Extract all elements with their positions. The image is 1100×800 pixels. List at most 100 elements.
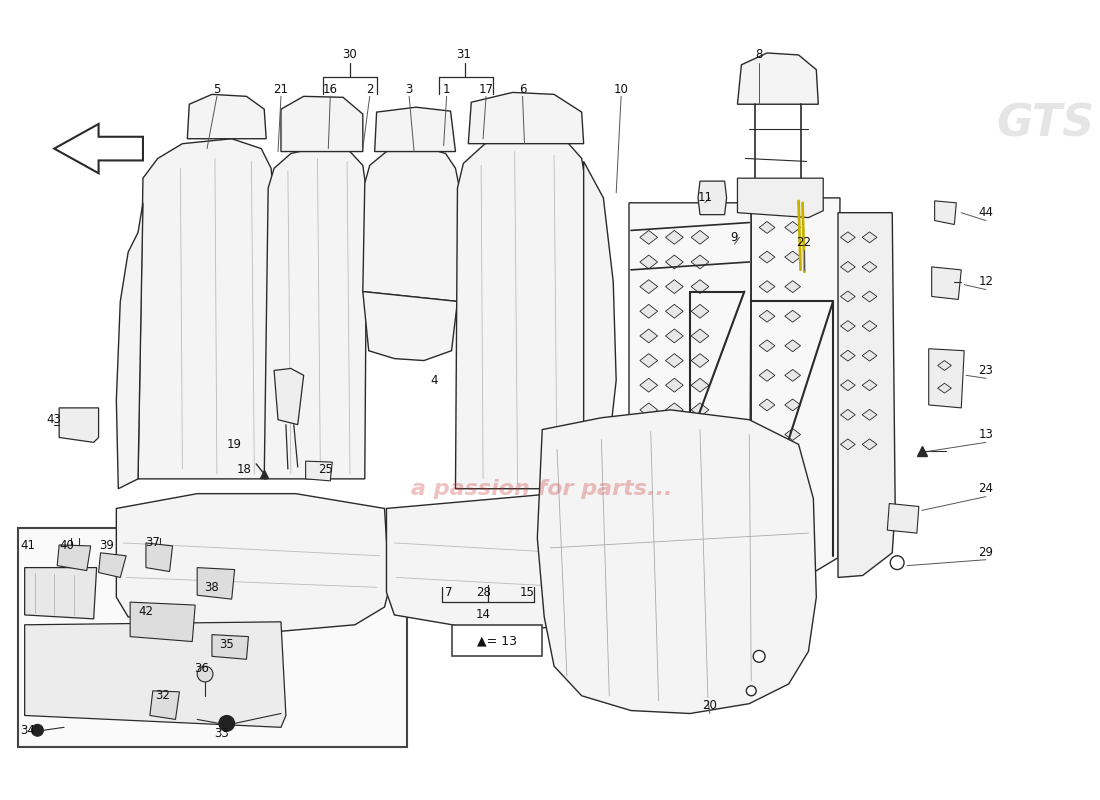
Polygon shape [280,96,363,151]
Text: 32: 32 [155,690,170,702]
Text: 5: 5 [213,83,221,96]
Polygon shape [759,488,774,499]
Text: 1: 1 [443,83,450,96]
Polygon shape [666,354,683,367]
Text: GTS: GTS [996,102,1094,146]
Polygon shape [691,403,708,417]
Polygon shape [862,321,877,331]
Text: a passion for parts...: a passion for parts... [411,478,673,498]
Polygon shape [666,452,683,466]
Text: 28: 28 [475,586,491,598]
Polygon shape [640,428,658,442]
Polygon shape [666,230,683,244]
Polygon shape [784,251,801,263]
Text: 35: 35 [219,638,234,651]
Polygon shape [784,488,801,499]
Text: 40: 40 [59,539,75,553]
Polygon shape [146,543,173,571]
Text: 43: 43 [47,414,62,426]
Polygon shape [838,213,895,578]
Polygon shape [640,329,658,343]
Text: 12: 12 [978,275,993,288]
Text: 11: 11 [697,191,713,204]
Polygon shape [840,291,856,302]
Circle shape [197,666,213,682]
Polygon shape [840,262,856,272]
Polygon shape [640,526,658,540]
Polygon shape [666,403,683,417]
Text: 9: 9 [730,231,738,244]
Polygon shape [691,452,708,466]
Polygon shape [932,267,961,299]
Polygon shape [691,428,708,442]
Polygon shape [691,230,708,244]
Polygon shape [759,251,774,263]
Text: 2: 2 [366,83,374,96]
Polygon shape [666,255,683,269]
Polygon shape [363,291,458,361]
Polygon shape [455,136,586,489]
Polygon shape [840,439,856,450]
Polygon shape [759,458,774,470]
Polygon shape [629,203,751,622]
Polygon shape [784,458,801,470]
Polygon shape [640,575,658,590]
Polygon shape [759,429,774,441]
Polygon shape [698,181,727,214]
Polygon shape [691,280,708,294]
Text: 13: 13 [979,428,993,441]
Polygon shape [130,602,195,642]
Polygon shape [54,124,143,174]
Polygon shape [737,178,823,218]
Polygon shape [840,350,856,361]
Text: 23: 23 [979,364,993,377]
Text: 20: 20 [703,699,717,712]
Polygon shape [24,622,286,727]
Polygon shape [691,329,708,343]
Polygon shape [759,370,774,382]
Polygon shape [212,634,249,659]
Polygon shape [666,329,683,343]
Polygon shape [784,399,801,411]
Polygon shape [59,408,99,442]
Polygon shape [138,138,274,479]
Polygon shape [640,403,658,417]
Polygon shape [759,222,774,234]
FancyBboxPatch shape [451,625,542,656]
Polygon shape [691,551,708,565]
Polygon shape [666,502,683,515]
Circle shape [746,686,756,696]
Text: 17: 17 [478,83,494,96]
Polygon shape [691,354,708,367]
Polygon shape [640,378,658,392]
Polygon shape [937,383,952,393]
Polygon shape [24,568,97,619]
Polygon shape [784,429,801,441]
Text: 19: 19 [227,438,242,451]
Polygon shape [784,281,801,293]
Text: 7: 7 [444,586,452,598]
Text: 33: 33 [214,726,229,740]
Polygon shape [187,94,266,138]
Polygon shape [862,232,877,242]
Polygon shape [469,92,584,144]
Polygon shape [840,321,856,331]
Polygon shape [666,378,683,392]
Polygon shape [840,232,856,242]
Text: 18: 18 [238,462,252,475]
Polygon shape [759,399,774,411]
Polygon shape [784,370,801,382]
Polygon shape [150,691,179,719]
Text: 31: 31 [455,49,471,62]
Polygon shape [264,146,366,479]
Text: 39: 39 [99,539,114,553]
Polygon shape [640,230,658,244]
Polygon shape [584,162,616,489]
Text: 14: 14 [475,609,491,622]
Text: 44: 44 [978,206,993,219]
Text: 24: 24 [978,482,993,495]
Polygon shape [862,410,877,420]
Polygon shape [759,340,774,352]
Polygon shape [537,410,816,714]
Text: 42: 42 [139,606,153,618]
